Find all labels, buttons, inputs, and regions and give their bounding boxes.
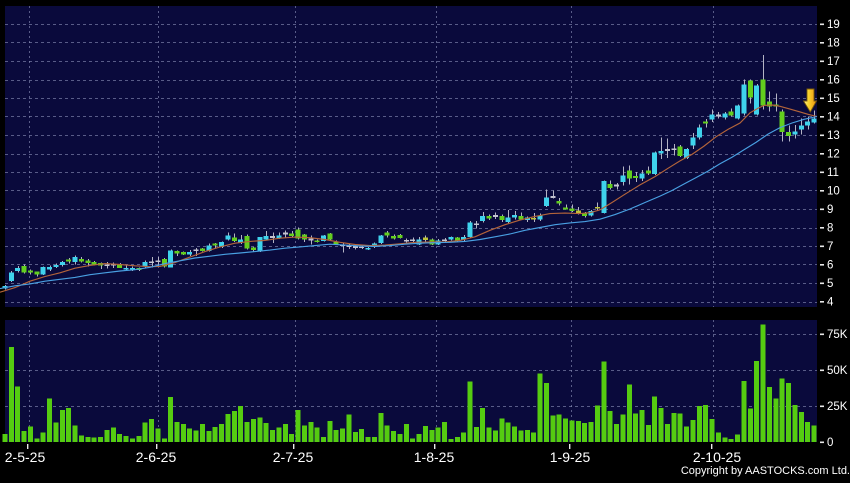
svg-text:19: 19	[827, 19, 840, 31]
svg-text:15: 15	[827, 93, 840, 105]
svg-text:12: 12	[827, 149, 840, 161]
svg-text:18: 18	[827, 38, 840, 50]
svg-text:13: 13	[827, 130, 840, 142]
svg-text:0: 0	[827, 437, 833, 449]
svg-text:11: 11	[827, 167, 839, 179]
svg-text:10: 10	[827, 186, 840, 198]
svg-text:2-5-25: 2-5-25	[5, 449, 46, 465]
svg-text:9: 9	[827, 204, 833, 216]
svg-text:50K: 50K	[827, 365, 848, 377]
svg-text:2-6-25: 2-6-25	[136, 449, 177, 465]
svg-text:4: 4	[827, 297, 834, 309]
svg-text:Copyright by AASTOCKS.com Ltd.: Copyright by AASTOCKS.com Ltd.	[681, 465, 850, 477]
svg-text:2-7-25: 2-7-25	[273, 449, 314, 465]
svg-text:14: 14	[827, 112, 840, 124]
svg-text:5: 5	[827, 278, 833, 290]
svg-text:75K: 75K	[827, 329, 848, 341]
svg-text:17: 17	[827, 56, 840, 68]
svg-text:16: 16	[827, 75, 840, 87]
svg-text:8: 8	[827, 223, 833, 235]
svg-text:1-9-25: 1-9-25	[550, 449, 591, 465]
svg-text:6: 6	[827, 260, 833, 272]
svg-text:2-10-25: 2-10-25	[693, 449, 741, 465]
svg-text:7: 7	[827, 241, 833, 253]
svg-text:1-8-25: 1-8-25	[414, 449, 455, 465]
svg-text:25K: 25K	[827, 401, 848, 413]
